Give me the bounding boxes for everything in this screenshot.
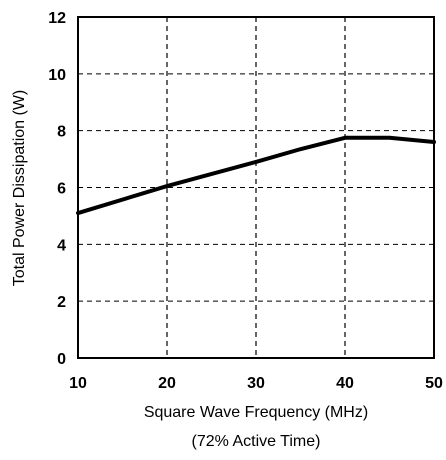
grid-lines	[78, 17, 434, 358]
series-layer	[76, 135, 436, 216]
x-tick-label: 10	[69, 375, 87, 392]
y-tick-label: 8	[57, 124, 66, 141]
x-tick-label: 30	[247, 375, 265, 392]
y-tick-label: 10	[48, 67, 66, 84]
x-tick-label: 20	[158, 375, 176, 392]
y-tick-label: 2	[57, 294, 66, 311]
y-tick-label: 4	[57, 237, 66, 254]
x-tick-label: 40	[336, 375, 354, 392]
chart-subtitle: (72% Active Time)	[192, 433, 321, 450]
y-tick-label: 12	[48, 10, 66, 27]
y-axis-ticks: 0 2 4 6 8 10 12	[48, 10, 66, 368]
plot-frame	[77, 16, 435, 359]
y-axis-label: Total Power Dissipation (W)	[11, 90, 28, 287]
x-axis-ticks: 10 20 30 40 50	[69, 375, 443, 392]
x-axis-label: Square Wave Frequency (MHz)	[144, 404, 368, 421]
y-tick-label: 6	[57, 181, 66, 198]
y-tick-label: 0	[57, 351, 66, 368]
series-line	[76, 135, 436, 216]
x-tick-label: 50	[425, 375, 443, 392]
